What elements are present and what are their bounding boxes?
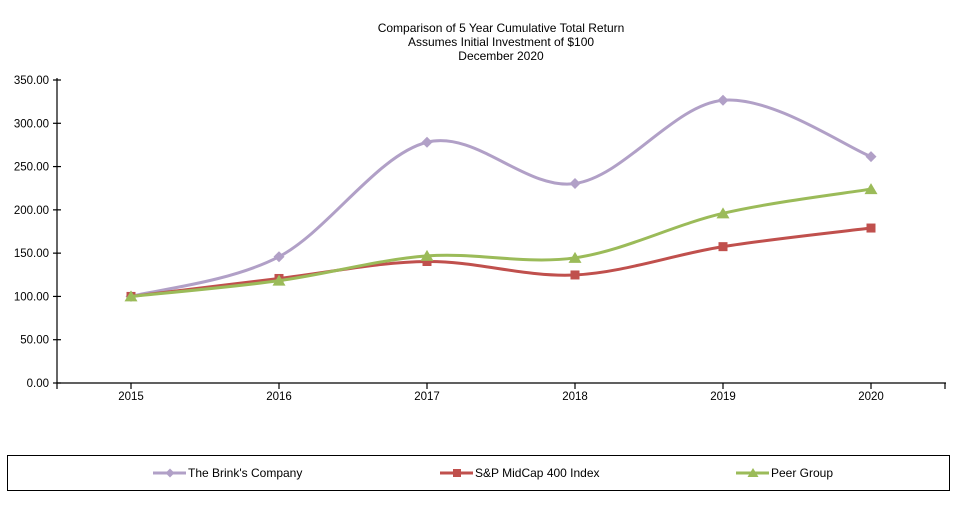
data-point-marker-series-0	[273, 251, 285, 263]
y-axis-tick-label: 0.00	[27, 378, 49, 390]
series-line-1	[129, 226, 873, 298]
brinks-company-line-marker-icon	[153, 468, 186, 478]
chart-title-line3: December 2020	[458, 49, 544, 63]
legend-entry-sp-midcap-400: S&P MidCap 400 Index	[440, 456, 600, 490]
legend-label-sp-midcap-400: S&P MidCap 400 Index	[475, 466, 600, 480]
chart-title: Comparison of 5 Year Cumulative Total Re…	[57, 21, 945, 63]
legend-label-brinks-company: The Brink's Company	[188, 466, 303, 480]
y-axis-tick-label: 50.00	[20, 335, 49, 347]
y-axis-tick-label: 100.00	[14, 291, 49, 303]
y-axis-tick-label: 250.00	[14, 162, 49, 174]
data-point-marker-series-1	[570, 270, 580, 280]
legend-entry-peer-group: Peer Group	[736, 456, 833, 490]
data-point-marker-series-2	[272, 274, 286, 286]
legend-label-peer-group-icon	[736, 468, 769, 477]
x-axis-tick-label: 2017	[414, 391, 440, 403]
data-point-marker-series-1	[422, 256, 432, 266]
series-line-0	[129, 98, 873, 298]
square-marker-icon	[453, 469, 461, 477]
plot-area: 0.00 50.00 100.00 150.00 200.00 250.00 300.00 3…	[14, 75, 946, 403]
x-axis-tick-label: 2015	[118, 391, 144, 403]
x-axis-tick-label: 2016	[266, 391, 292, 403]
x-axis-tick-label: 2019	[710, 391, 736, 403]
legend-entry-brinks-company: The Brink's Company	[153, 456, 302, 490]
legend-label-peer-group: Peer Group	[771, 466, 834, 480]
data-point-marker-series-2	[420, 249, 434, 261]
x-axis-tick-label: 2020	[858, 391, 884, 403]
data-point-marker-series-2	[124, 290, 138, 302]
y-axis-tick-label: 200.00	[14, 205, 49, 217]
y-axis-tick-label: 300.00	[14, 118, 49, 130]
data-point-marker-series-0	[717, 94, 729, 106]
data-point-marker-series-0	[421, 136, 433, 148]
chart-title-line2: Assumes Initial Investment of $100	[407, 35, 595, 49]
y-axis-tick-label: 150.00	[14, 248, 49, 260]
diamond-marker-icon	[165, 468, 175, 478]
chart-legend: The Brink's Company S&P MidCap 400 Index…	[7, 455, 950, 491]
triangle-marker-icon	[747, 468, 759, 477]
data-point-marker-series-1	[718, 242, 728, 252]
data-point-marker-series-2	[716, 207, 730, 219]
x-axis-tick-label: 2018	[562, 391, 588, 403]
data-point-marker-series-1	[866, 223, 876, 233]
data-point-marker-series-0	[569, 178, 581, 190]
sp-midcap-400-line-marker-icon	[440, 469, 473, 477]
data-point-marker-series-2	[568, 251, 582, 263]
data-point-marker-series-0	[865, 151, 877, 163]
data-point-marker-series-2	[864, 183, 878, 195]
series-line-2	[129, 187, 873, 298]
y-axis-tick-label: 350.00	[14, 75, 49, 87]
chart-title-line1: Comparison of 5 Year Cumulative Total Re…	[377, 21, 625, 35]
